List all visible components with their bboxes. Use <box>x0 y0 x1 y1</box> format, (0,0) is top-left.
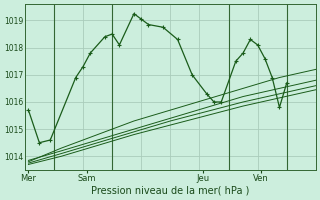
X-axis label: Pression niveau de la mer( hPa ): Pression niveau de la mer( hPa ) <box>91 186 250 196</box>
